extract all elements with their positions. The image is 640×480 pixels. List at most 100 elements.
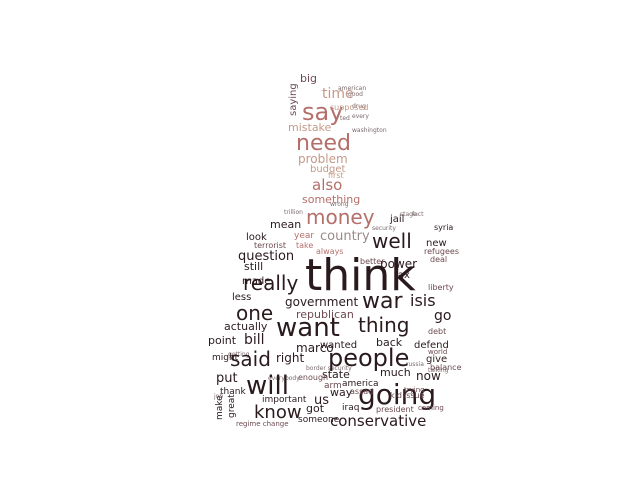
word-important: important: [262, 395, 307, 405]
word-money: money: [306, 205, 375, 229]
word-also: also: [312, 176, 342, 194]
word-made: made: [242, 276, 270, 287]
word-said: said: [230, 347, 271, 371]
word-government: government: [285, 295, 358, 309]
word: talking: [428, 367, 449, 374]
word-right: right: [276, 351, 304, 365]
word-year: year: [294, 231, 314, 241]
word: good: [348, 91, 363, 98]
word-someone: someone: [298, 415, 340, 425]
word-think: think: [305, 250, 416, 301]
word-back: back: [376, 336, 403, 349]
word-well: well: [372, 229, 412, 253]
word-enough: enough: [298, 373, 328, 382]
word: fact: [412, 211, 424, 218]
word-assad: assad: [350, 387, 373, 396]
word-new: new: [426, 238, 447, 249]
word-republican: republican: [296, 308, 354, 321]
word-budget: budget: [310, 164, 346, 175]
word: trillion: [284, 209, 303, 216]
word-got: got: [306, 402, 325, 415]
word-first: supposed: [330, 103, 368, 112]
word: russia: [406, 361, 424, 368]
word-war: war: [362, 289, 403, 314]
word-saying: saying: [288, 83, 299, 116]
word-wrong: first: [328, 171, 344, 180]
word-people: people: [328, 344, 409, 372]
word-less: less: [232, 292, 251, 303]
word-coming: coming: [418, 404, 444, 412]
word-president: president: [376, 405, 414, 414]
word-wanted: wanted: [320, 340, 357, 351]
word: security: [372, 225, 396, 232]
word-arm: arm: [324, 381, 342, 391]
word-put: put: [216, 371, 238, 386]
word-thing: thing: [358, 313, 409, 337]
word-state: state: [322, 368, 350, 381]
word-time: time: [322, 86, 354, 102]
word: everybody: [268, 375, 300, 382]
word-know: know: [254, 402, 302, 423]
word-give: give: [426, 354, 447, 365]
word-something: something: [302, 193, 360, 206]
silhouette-shape: [206, 66, 460, 428]
word-now: now: [416, 369, 441, 383]
word: getting: [228, 351, 250, 358]
word-world: world: [428, 348, 447, 356]
word-make: make: [215, 395, 225, 420]
word-bill: bill: [244, 332, 265, 348]
word-will: will: [246, 371, 289, 401]
word-america: america: [342, 379, 378, 389]
word-isis: isis: [410, 291, 436, 310]
word-need: need: [296, 131, 351, 156]
word-terrorist: terrorist: [254, 241, 286, 250]
word-say: say: [302, 98, 343, 126]
word-refugees: refugees: [424, 247, 459, 256]
word-thank: thank: [220, 387, 246, 397]
word-better: better: [360, 257, 385, 266]
word-might: might: [212, 353, 239, 363]
word-liberty: liberty: [428, 283, 454, 292]
word: ted: [340, 115, 350, 122]
word-kid: kid: [390, 391, 402, 400]
word-mean: mean: [270, 218, 301, 231]
word-going: going: [358, 378, 436, 411]
word-much: much: [380, 366, 411, 379]
word-tax: tax: [394, 270, 410, 281]
word-way: way: [330, 386, 353, 399]
word: border security: [306, 365, 352, 372]
filler-words: good drug ted washington wrong american …: [213, 85, 449, 400]
word-power: power: [380, 257, 417, 271]
word-take: take: [296, 241, 313, 250]
word: american: [338, 85, 366, 92]
word: job: [213, 393, 223, 400]
word-issue: issue: [404, 391, 425, 400]
word-mistake: mistake: [288, 121, 332, 134]
word-want: want: [276, 313, 340, 343]
word: washington: [352, 127, 387, 134]
word-go: go: [434, 308, 451, 324]
word: wrong: [330, 201, 349, 208]
word: every: [352, 113, 369, 120]
word-conservative: conservative: [330, 412, 426, 430]
word: drug: [352, 103, 366, 110]
word-problem: problem: [298, 152, 348, 166]
word-debt: debt: [428, 327, 446, 336]
word-marco: marco: [296, 341, 334, 355]
word-really: really: [243, 271, 298, 295]
word-actually: actually: [224, 320, 268, 333]
word: stage: [400, 211, 417, 218]
main-words: think want thing going people will said …: [208, 72, 462, 430]
word-jail: jail: [389, 214, 404, 225]
word-us: us: [314, 393, 329, 408]
word-country: country: [320, 229, 370, 244]
word-trying: trying: [404, 386, 425, 394]
word-balance: balance: [430, 363, 462, 372]
word-iraq: iraq: [342, 403, 359, 413]
word-point: point: [208, 334, 237, 347]
word-defend: defend: [414, 340, 449, 351]
word-look: look: [246, 232, 267, 243]
word-question: question: [238, 249, 294, 264]
word-deal: deal: [430, 255, 447, 264]
